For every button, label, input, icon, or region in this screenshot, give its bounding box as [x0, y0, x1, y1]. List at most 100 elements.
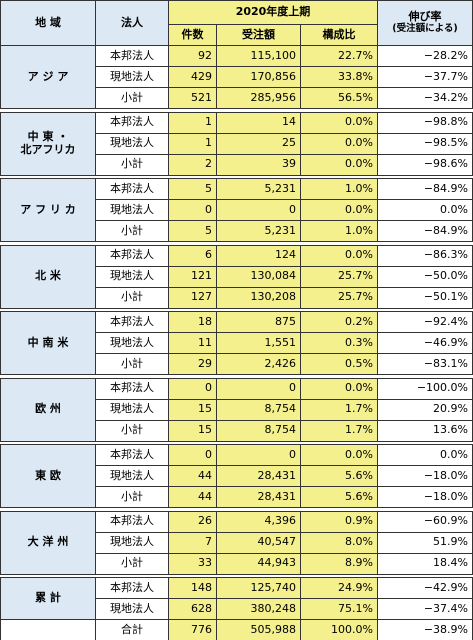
cell-text: 中 南 米	[27, 335, 69, 349]
corp: 現地法人	[95, 199, 169, 221]
cell-text: 40,547	[257, 535, 297, 549]
cell-text: −37.4%	[423, 601, 468, 615]
corp: 現地法人	[95, 598, 169, 620]
cell-text: 0	[205, 381, 212, 395]
corp: 本邦法人	[95, 111, 169, 134]
cell-text: 56.5%	[338, 90, 373, 104]
growth: −86.3%	[377, 244, 473, 267]
cell-text: 0	[289, 447, 296, 461]
count: 18	[168, 311, 217, 333]
growth: −98.6%	[377, 153, 473, 176]
count: 92	[168, 45, 217, 67]
corp: 小計	[95, 286, 169, 309]
cell-text: 6	[205, 248, 212, 262]
amount: 2,426	[216, 353, 301, 375]
cell-text: 92	[198, 48, 212, 62]
amount: 8,754	[216, 398, 301, 421]
cell-text: 2	[205, 157, 212, 171]
cell-text: 521	[191, 90, 212, 104]
share: 0.2%	[300, 311, 378, 333]
cell-text: 法人	[121, 15, 143, 29]
cell-text: 本邦法人	[110, 447, 154, 461]
count: 2	[168, 153, 217, 176]
share: 56.5%	[300, 87, 378, 109]
cell-text: (受注額による)	[392, 22, 458, 34]
cell-text: 本邦法人	[110, 115, 154, 129]
cell-text: 148	[191, 580, 212, 594]
corp: 本邦法人	[95, 178, 169, 200]
growth: −18.0%	[377, 465, 473, 487]
count: 44	[168, 486, 217, 508]
cell-text: −83.1%	[423, 356, 468, 370]
cell-text: 44	[198, 468, 212, 482]
cell-text: 130,084	[250, 269, 297, 283]
corp: 本邦法人	[95, 444, 169, 466]
share: 75.1%	[300, 598, 378, 620]
cell-text: 18	[198, 314, 212, 328]
growth: −18.0%	[377, 486, 473, 508]
share: 1.7%	[300, 419, 378, 442]
cell-text: 44,943	[257, 556, 297, 570]
growth: −34.2%	[377, 87, 473, 109]
amount: 0	[216, 444, 301, 466]
cell-text: 628	[191, 601, 212, 615]
region-empty	[0, 619, 96, 640]
region: 中 南 米	[0, 311, 96, 375]
cell-text: 1,551	[264, 335, 297, 349]
cell-text: 11	[198, 335, 212, 349]
cell-text: 5	[205, 181, 212, 195]
count: 5	[168, 220, 217, 242]
cell-text: 1.0%	[345, 181, 373, 195]
cell-text: 2,426	[264, 356, 297, 370]
cell-text: 現地法人	[110, 402, 154, 416]
growth: −100.0%	[377, 377, 473, 400]
cell-text: 小計	[121, 556, 143, 570]
growth: 18.4%	[377, 552, 473, 575]
cell-text: −18.0%	[423, 468, 468, 482]
cell-text: −46.9%	[423, 335, 468, 349]
cell-text: 小計	[121, 157, 143, 171]
amount: 124	[216, 244, 301, 267]
share: 0.0%	[300, 153, 378, 176]
cell-text: 776	[191, 622, 212, 636]
cell-text: 北アフリカ	[20, 142, 76, 156]
cell-text: 小計	[121, 356, 143, 370]
cell-text: 170,856	[250, 69, 297, 83]
count: 0	[168, 444, 217, 466]
amount: 170,856	[216, 66, 301, 88]
cell-text: −60.9%	[423, 514, 468, 528]
cell-text: 15	[198, 423, 212, 437]
count: 0	[168, 377, 217, 400]
region: 北 米	[0, 244, 96, 309]
cell-text: 33	[198, 556, 212, 570]
share: 0.0%	[300, 132, 378, 155]
cell-text: 44	[198, 489, 212, 503]
cell-text: 1	[205, 115, 212, 129]
cell-text: 121	[191, 269, 212, 283]
amount: 875	[216, 311, 301, 333]
growth: −50.0%	[377, 265, 473, 288]
cell-text: 現地法人	[110, 202, 154, 216]
cell-text: 東 欧	[35, 468, 61, 482]
count: 15	[168, 398, 217, 421]
cell-text: 小計	[121, 489, 143, 503]
growth: −98.5%	[377, 132, 473, 155]
cell-text: 0.0%	[345, 115, 373, 129]
count: 121	[168, 265, 217, 288]
header-corp: 法人	[95, 0, 169, 46]
cell-text: 5.6%	[345, 489, 373, 503]
cell-text: 15	[198, 402, 212, 416]
cell-text: 構成比	[322, 27, 356, 41]
cell-text: −86.3%	[423, 248, 468, 262]
growth: −84.9%	[377, 220, 473, 242]
cell-text: −98.5%	[423, 136, 468, 150]
cell-text: 51.9%	[433, 535, 468, 549]
count: 29	[168, 353, 217, 375]
corp: 現地法人	[95, 465, 169, 487]
amount: 39	[216, 153, 301, 176]
cell-text: 本邦法人	[110, 514, 154, 528]
cell-text: 28,431	[257, 489, 297, 503]
corp: 現地法人	[95, 531, 169, 554]
cell-text: −37.7%	[423, 69, 468, 83]
